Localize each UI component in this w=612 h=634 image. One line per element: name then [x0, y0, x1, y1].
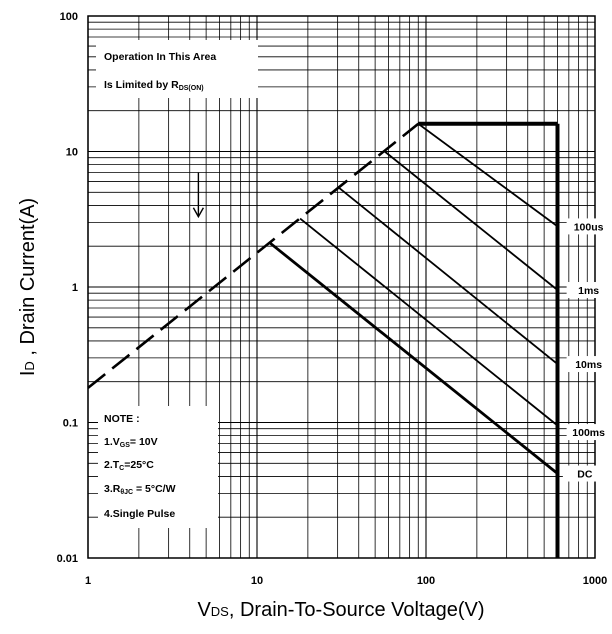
- note-3-suffix: = 5°C/W: [133, 483, 176, 495]
- series-label-bg-dc: [562, 465, 607, 482]
- rds-on-limit-line: [87, 122, 420, 389]
- y-tick-label: 100: [60, 11, 78, 23]
- x-axis-title: VDS, Drain-To-Source Voltage(V): [197, 599, 484, 621]
- note-item-4: 4.Single Pulse: [104, 508, 175, 520]
- tick-labels: 1 10 100 1000 100 10 1 0.1 0.01: [57, 11, 608, 587]
- test-conditions-note: NOTE : 1.VGS= 10V 2.TC=25°C 3.RθJC = 5°C…: [98, 406, 218, 528]
- rds-arrow-head: [192, 207, 205, 219]
- note-3-sub: θJC: [120, 489, 133, 496]
- series-line-1ms: [384, 150, 559, 291]
- rds-note-background: [96, 40, 258, 98]
- y-tick-label: 0.01: [57, 553, 78, 565]
- note-1-suffix: = 10V: [130, 436, 158, 448]
- x-tick-label: 10: [251, 575, 263, 587]
- conditions-note-background: [98, 406, 218, 528]
- series-label-10ms: 10ms: [575, 359, 602, 371]
- y-axis-title: ID , Drain Current(A): [17, 198, 39, 376]
- series-label-100us: 100us: [574, 221, 604, 233]
- x-axis-title-main: V: [197, 599, 211, 621]
- note-2-suffix: =25°C: [124, 459, 154, 471]
- series-line-100ms: [299, 217, 559, 427]
- note-item-2: 2.TC=25°C: [104, 459, 154, 472]
- rds-note-line2-sub: DS(ON): [179, 85, 204, 92]
- x-tick-label: 1: [85, 575, 91, 587]
- y-axis-title-sub: D: [22, 361, 37, 370]
- series-label-bg-1ms: [566, 282, 611, 299]
- rds-limit-note: Operation In This Area Is Limited by RDS…: [96, 40, 258, 98]
- note-2-prefix: 2.T: [104, 459, 120, 471]
- x-tick-label: 1000: [583, 575, 607, 587]
- note-title: NOTE :: [104, 413, 140, 425]
- y-tick-label: 1: [72, 282, 78, 294]
- y-tick-label: 0.1: [63, 418, 78, 430]
- x-axis-title-sub: DS: [211, 604, 229, 619]
- series-label-bg-10ms: [566, 356, 611, 373]
- note-1-prefix: 1.V: [104, 436, 120, 448]
- limit-lines: [87, 121, 560, 558]
- rds-note-line2-prefix: Is Limited by R: [104, 79, 179, 91]
- series-label-bg-100ms: [566, 424, 611, 441]
- note-item-1: 1.VGS= 10V: [104, 436, 158, 449]
- series-labels: 100us 1ms 10ms 100ms DC: [562, 218, 611, 482]
- series-label-100ms: 100ms: [572, 427, 605, 439]
- rds-note-line2: Is Limited by RDS(ON): [104, 79, 204, 92]
- series-label-1ms: 1ms: [578, 285, 599, 297]
- x-axis-title-rest: , Drain-To-Source Voltage(V): [229, 599, 485, 621]
- y-tick-label: 10: [66, 147, 78, 159]
- series-line-dc: [269, 242, 559, 475]
- series-label-bg-100us: [566, 218, 611, 235]
- note-1-sub: GS: [120, 442, 130, 449]
- note-3-prefix: 3.R: [104, 483, 121, 495]
- rds-note-line1: Operation In This Area: [104, 51, 216, 63]
- series-line-10ms: [337, 185, 559, 365]
- axis-titles: VDS, Drain-To-Source Voltage(V) ID , Dra…: [17, 198, 485, 621]
- y-axis-title-main: I: [17, 371, 39, 377]
- note-2-sub: C: [119, 465, 124, 472]
- y-axis-title-rest: , Drain Current(A): [17, 198, 39, 361]
- note-item-3: 3.RθJC = 5°C/W: [104, 483, 176, 496]
- x-tick-label: 100: [417, 575, 435, 587]
- series-label-dc: DC: [577, 469, 593, 481]
- series-line-100us: [417, 123, 559, 228]
- series-lines: [269, 123, 559, 475]
